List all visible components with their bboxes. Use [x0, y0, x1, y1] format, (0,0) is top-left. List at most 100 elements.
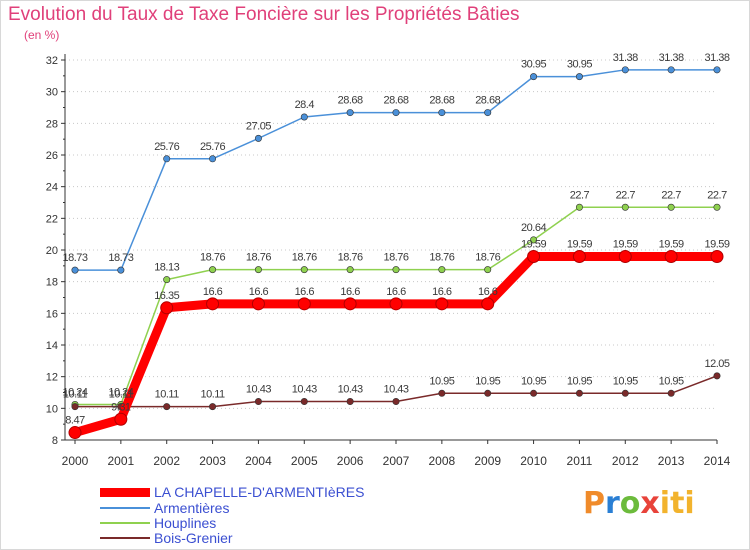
series-0-point-2004	[251, 297, 265, 311]
series-0-point-2005	[297, 297, 311, 311]
series-2-label-2014: 22.7	[707, 189, 727, 201]
y-tick-label-16: 16	[46, 308, 58, 320]
series-2-label-2013: 22.7	[661, 189, 681, 201]
series-0-point-2012	[618, 249, 632, 263]
series-2-label-2008: 18.76	[429, 252, 454, 264]
legend-swatch-bois-grenier	[100, 537, 150, 539]
series-0-label-2003: 16.6	[203, 286, 223, 298]
series-2-label-2007: 18.76	[383, 252, 408, 264]
y-tick-label-20: 20	[46, 245, 58, 257]
series-2-point-2005	[300, 266, 308, 274]
series-1-label-2002: 25.76	[154, 141, 179, 153]
series-2-point-2007	[392, 266, 400, 274]
y-tick-label-18: 18	[46, 277, 58, 289]
series-1-label-2004: 27.05	[246, 120, 271, 132]
series-2-point-2011	[575, 203, 583, 211]
series-1-label-2008: 28.68	[429, 95, 454, 107]
series-1-label-2010: 30.95	[521, 59, 546, 71]
series-3-point-2013	[667, 389, 675, 397]
series-0-point-2013	[664, 249, 678, 263]
series-1-point-2007	[392, 109, 400, 117]
series-0-label-2011: 19.59	[567, 238, 592, 250]
series-3-label-2012: 10.95	[613, 375, 638, 387]
series-2-label-2004: 18.76	[246, 252, 271, 264]
series-0-point-2009	[481, 297, 495, 311]
x-tick-label-2007: 2007	[383, 454, 410, 468]
series-0-point-2007	[389, 297, 403, 311]
y-tick-label-26: 26	[46, 150, 58, 162]
y-tick-label-22: 22	[46, 213, 58, 225]
legend-label-armentieres: Armentières	[154, 500, 230, 516]
chart-title: Evolution du Taux de Taxe Foncière sur l…	[8, 4, 520, 25]
series-1-point-2006	[346, 109, 354, 117]
series-2-point-2008	[438, 266, 446, 274]
series-3-label-2002: 10.11	[155, 389, 180, 401]
series-1-point-2003	[209, 155, 217, 163]
series-0-label-2007: 16.6	[386, 286, 406, 298]
series-2-point-2013	[667, 203, 675, 211]
series-1-label-2011: 30.95	[567, 59, 592, 71]
series-1-point-2000	[71, 266, 79, 274]
series-0-label-2008: 16.6	[432, 286, 452, 298]
legend-label-houplines: Houplines	[154, 515, 217, 531]
series-1-label-2014: 31.38	[704, 52, 729, 64]
y-tick-label-30: 30	[46, 87, 58, 99]
series-3-point-2006	[346, 398, 354, 406]
y-tick-label-24: 24	[46, 182, 58, 194]
series-1-label-2013: 31.38	[659, 52, 684, 64]
x-tick-label-2001: 2001	[108, 454, 135, 468]
legend-label-bois-grenier: Bois-Grenier	[154, 530, 233, 546]
series-2-point-2004	[254, 266, 262, 274]
series-0-label-2006: 16.6	[340, 286, 360, 298]
series-3-label-2000: 10.11	[63, 389, 88, 401]
series-3-label-2009: 10.95	[475, 375, 500, 387]
series-1-point-2001	[117, 266, 125, 274]
series-0-point-2003	[206, 297, 220, 311]
series-3-point-2009	[484, 389, 492, 397]
series-0-label-2010: 19.59	[521, 238, 546, 250]
series-2-label-2002: 18.13	[154, 262, 179, 274]
series-1-point-2008	[438, 109, 446, 117]
series-2-label-2003: 18.76	[200, 252, 225, 264]
series-3-label-2011: 10.95	[567, 375, 592, 387]
series-0-point-2011	[572, 249, 586, 263]
series-0-point-2014	[710, 249, 724, 263]
series-3-label-2010: 10.95	[521, 375, 546, 387]
series-0-label-2004: 16.6	[249, 286, 269, 298]
legend-label-la-chapelle: LA CHAPELLE-D'ARMENTIèRES	[154, 484, 365, 500]
x-tick-label-2005: 2005	[291, 454, 318, 468]
series-1-point-2005	[300, 113, 308, 121]
series-3-label-2004: 10.43	[246, 384, 271, 396]
series-3-label-2005: 10.43	[292, 384, 317, 396]
series-1-label-2006: 28.68	[338, 95, 363, 107]
series-1-label-2003: 25.76	[200, 141, 225, 153]
series-2-point-2014	[713, 203, 721, 211]
proxiti-logo: Proxiti	[583, 486, 695, 521]
series-0-point-2001	[114, 412, 128, 426]
series-1-point-2002	[163, 155, 171, 163]
series-3-point-2004	[254, 398, 262, 406]
series-0-point-2002	[160, 301, 174, 315]
x-tick-label-2009: 2009	[474, 454, 501, 468]
series-3-point-2010	[530, 389, 538, 397]
x-tick-label-2000: 2000	[62, 454, 89, 468]
x-tick-label-2014: 2014	[704, 454, 731, 468]
series-1-point-2010	[530, 73, 538, 81]
series-2-label-2011: 22.7	[570, 189, 590, 201]
x-tick-label-2010: 2010	[520, 454, 547, 468]
legend-swatch-la-chapelle	[100, 488, 150, 497]
y-tick-label-8: 8	[52, 435, 58, 447]
series-2-point-2003	[209, 266, 217, 274]
x-tick-label-2006: 2006	[337, 454, 364, 468]
series-1-point-2011	[575, 73, 583, 81]
series-3-label-2008: 10.95	[429, 375, 454, 387]
series-1-point-2013	[667, 66, 675, 74]
series-1-point-2004	[254, 134, 262, 142]
series-3-point-2000	[71, 403, 79, 411]
series-0-point-2000	[68, 426, 82, 440]
series-0-label-2002: 16.35	[154, 290, 179, 302]
series-0-point-2008	[435, 297, 449, 311]
series-3-point-2014	[713, 372, 721, 380]
y-tick-label-32: 32	[46, 55, 58, 67]
